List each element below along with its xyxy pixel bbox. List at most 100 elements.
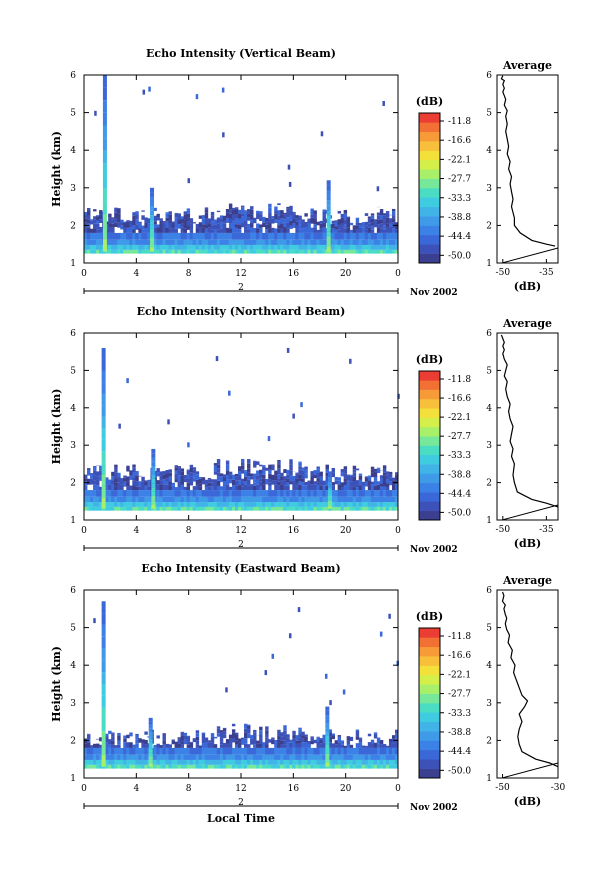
heatmap-cell: [256, 759, 260, 765]
heatmap-cell: [379, 210, 384, 216]
heatmap-cell: [376, 249, 381, 254]
heatmap-cell: [219, 239, 224, 245]
heatmap-cell: [84, 218, 88, 223]
heatmap-cell: [84, 502, 88, 507]
heatmap-cells: [84, 347, 400, 511]
heatmap-cell: [292, 213, 296, 220]
heatmap-cell: [162, 227, 166, 233]
y-tick-label: 4: [70, 146, 76, 156]
heatmap-cell: [322, 754, 326, 760]
heatmap-cell: [244, 481, 248, 485]
heatmap-cell: [93, 754, 97, 760]
x-tick-label: 0: [395, 269, 401, 279]
heatmap-cell: [286, 249, 290, 254]
colorbar-swatch: [419, 445, 440, 456]
heatmap-cell: [331, 747, 335, 755]
heatmap-cell: [138, 747, 142, 755]
heatmap-cell: [177, 487, 182, 491]
colorbar-swatch: [419, 131, 440, 142]
heatmap-cell: [120, 480, 124, 485]
heatmap-cell: [367, 759, 372, 765]
y-tick-label: 2: [486, 479, 492, 489]
heatmap-cell: [352, 469, 357, 473]
heatmap-cell: [228, 228, 233, 233]
heatmap-cell: [186, 208, 191, 211]
heatmap-cell: [367, 506, 372, 511]
heatmap-cell: [162, 484, 166, 491]
heatmap-cell: [385, 747, 390, 755]
heatmap-cell: [198, 754, 203, 760]
heatmap-cell: [267, 436, 271, 442]
heatmap-cell: [286, 482, 290, 487]
heatmap-cell: [250, 232, 254, 240]
heatmap-cell: [117, 244, 121, 250]
heatmap-cell: [186, 735, 191, 737]
heatmap-cell: [138, 486, 142, 491]
heatmap-cell: [228, 218, 233, 224]
heatmap-cell: [90, 228, 94, 233]
heatmap-cell: [216, 217, 221, 224]
heatmap-cell: [120, 244, 124, 250]
heatmap-cell: [337, 239, 342, 245]
heatmap-cell: [265, 239, 269, 245]
heatmap-cell: [123, 227, 127, 233]
heatmap-cell: [228, 232, 233, 240]
heatmap-cell: [174, 754, 178, 760]
colorbar-tick-label: -50.0: [448, 251, 471, 261]
date-day-label: 2: [238, 283, 244, 293]
heatmap-cell: [292, 232, 296, 240]
spike-cell: [325, 719, 330, 724]
heatmap-cell: [319, 754, 323, 760]
heatmap-cell: [358, 485, 363, 491]
heatmap-cell: [304, 227, 308, 233]
heatmap-cell: [295, 249, 299, 254]
heatmap-cell: [141, 481, 145, 485]
heatmap-cell: [367, 216, 372, 219]
heatmap-cell: [171, 221, 175, 223]
heatmap-cell: [319, 743, 323, 748]
heatmap-cell: [298, 249, 302, 254]
heatmap-cell: [96, 476, 100, 480]
heatmap-cell: [129, 496, 133, 503]
heatmap-cell: [147, 486, 151, 491]
heatmap-cell: [180, 468, 185, 472]
heatmap-cell: [250, 244, 254, 250]
heatmap-cell: [352, 249, 357, 254]
heatmap-cell: [283, 747, 287, 755]
heatmap-cell: [147, 479, 151, 484]
heatmap-cell: [213, 463, 218, 466]
heatmap-cell: [138, 506, 142, 511]
heatmap-cell: [204, 764, 209, 769]
heatmap-cell: [225, 484, 230, 491]
heatmap-cell: [391, 211, 396, 216]
heatmap-cell: [298, 743, 302, 748]
heatmap-cell: [165, 496, 169, 503]
heatmap-cell: [265, 232, 269, 240]
heatmap-cell: [322, 506, 326, 511]
heatmap-cell: [298, 740, 302, 744]
heatmap-cell: [376, 215, 381, 220]
heatmap-cell: [382, 213, 387, 216]
heatmap-cell: [165, 221, 169, 228]
heatmap-cell: [385, 764, 390, 769]
heatmap-cell: [108, 213, 112, 218]
heatmap-cell: [201, 496, 206, 503]
heatmap-cell: [114, 467, 118, 473]
heatmap-cell: [241, 482, 245, 487]
heatmap-cell: [228, 490, 233, 497]
heatmap-cell: [265, 478, 269, 485]
heatmap-cell: [213, 496, 218, 503]
heatmap-cell: [120, 219, 124, 223]
heatmap-cell: [183, 219, 188, 225]
heatmap-cell: [295, 217, 299, 222]
heatmap-cell: [225, 764, 230, 769]
heatmap-cell: [247, 733, 251, 739]
heatmap-cell: [280, 732, 284, 737]
heatmap-cell: [201, 732, 206, 734]
heatmap-cell: [231, 723, 236, 727]
heatmap-cell: [292, 754, 296, 760]
spike-cell: [101, 648, 106, 661]
heatmap-cell: [253, 754, 257, 760]
heatmap-cell: [289, 496, 293, 503]
heatmap-cell: [192, 502, 197, 507]
